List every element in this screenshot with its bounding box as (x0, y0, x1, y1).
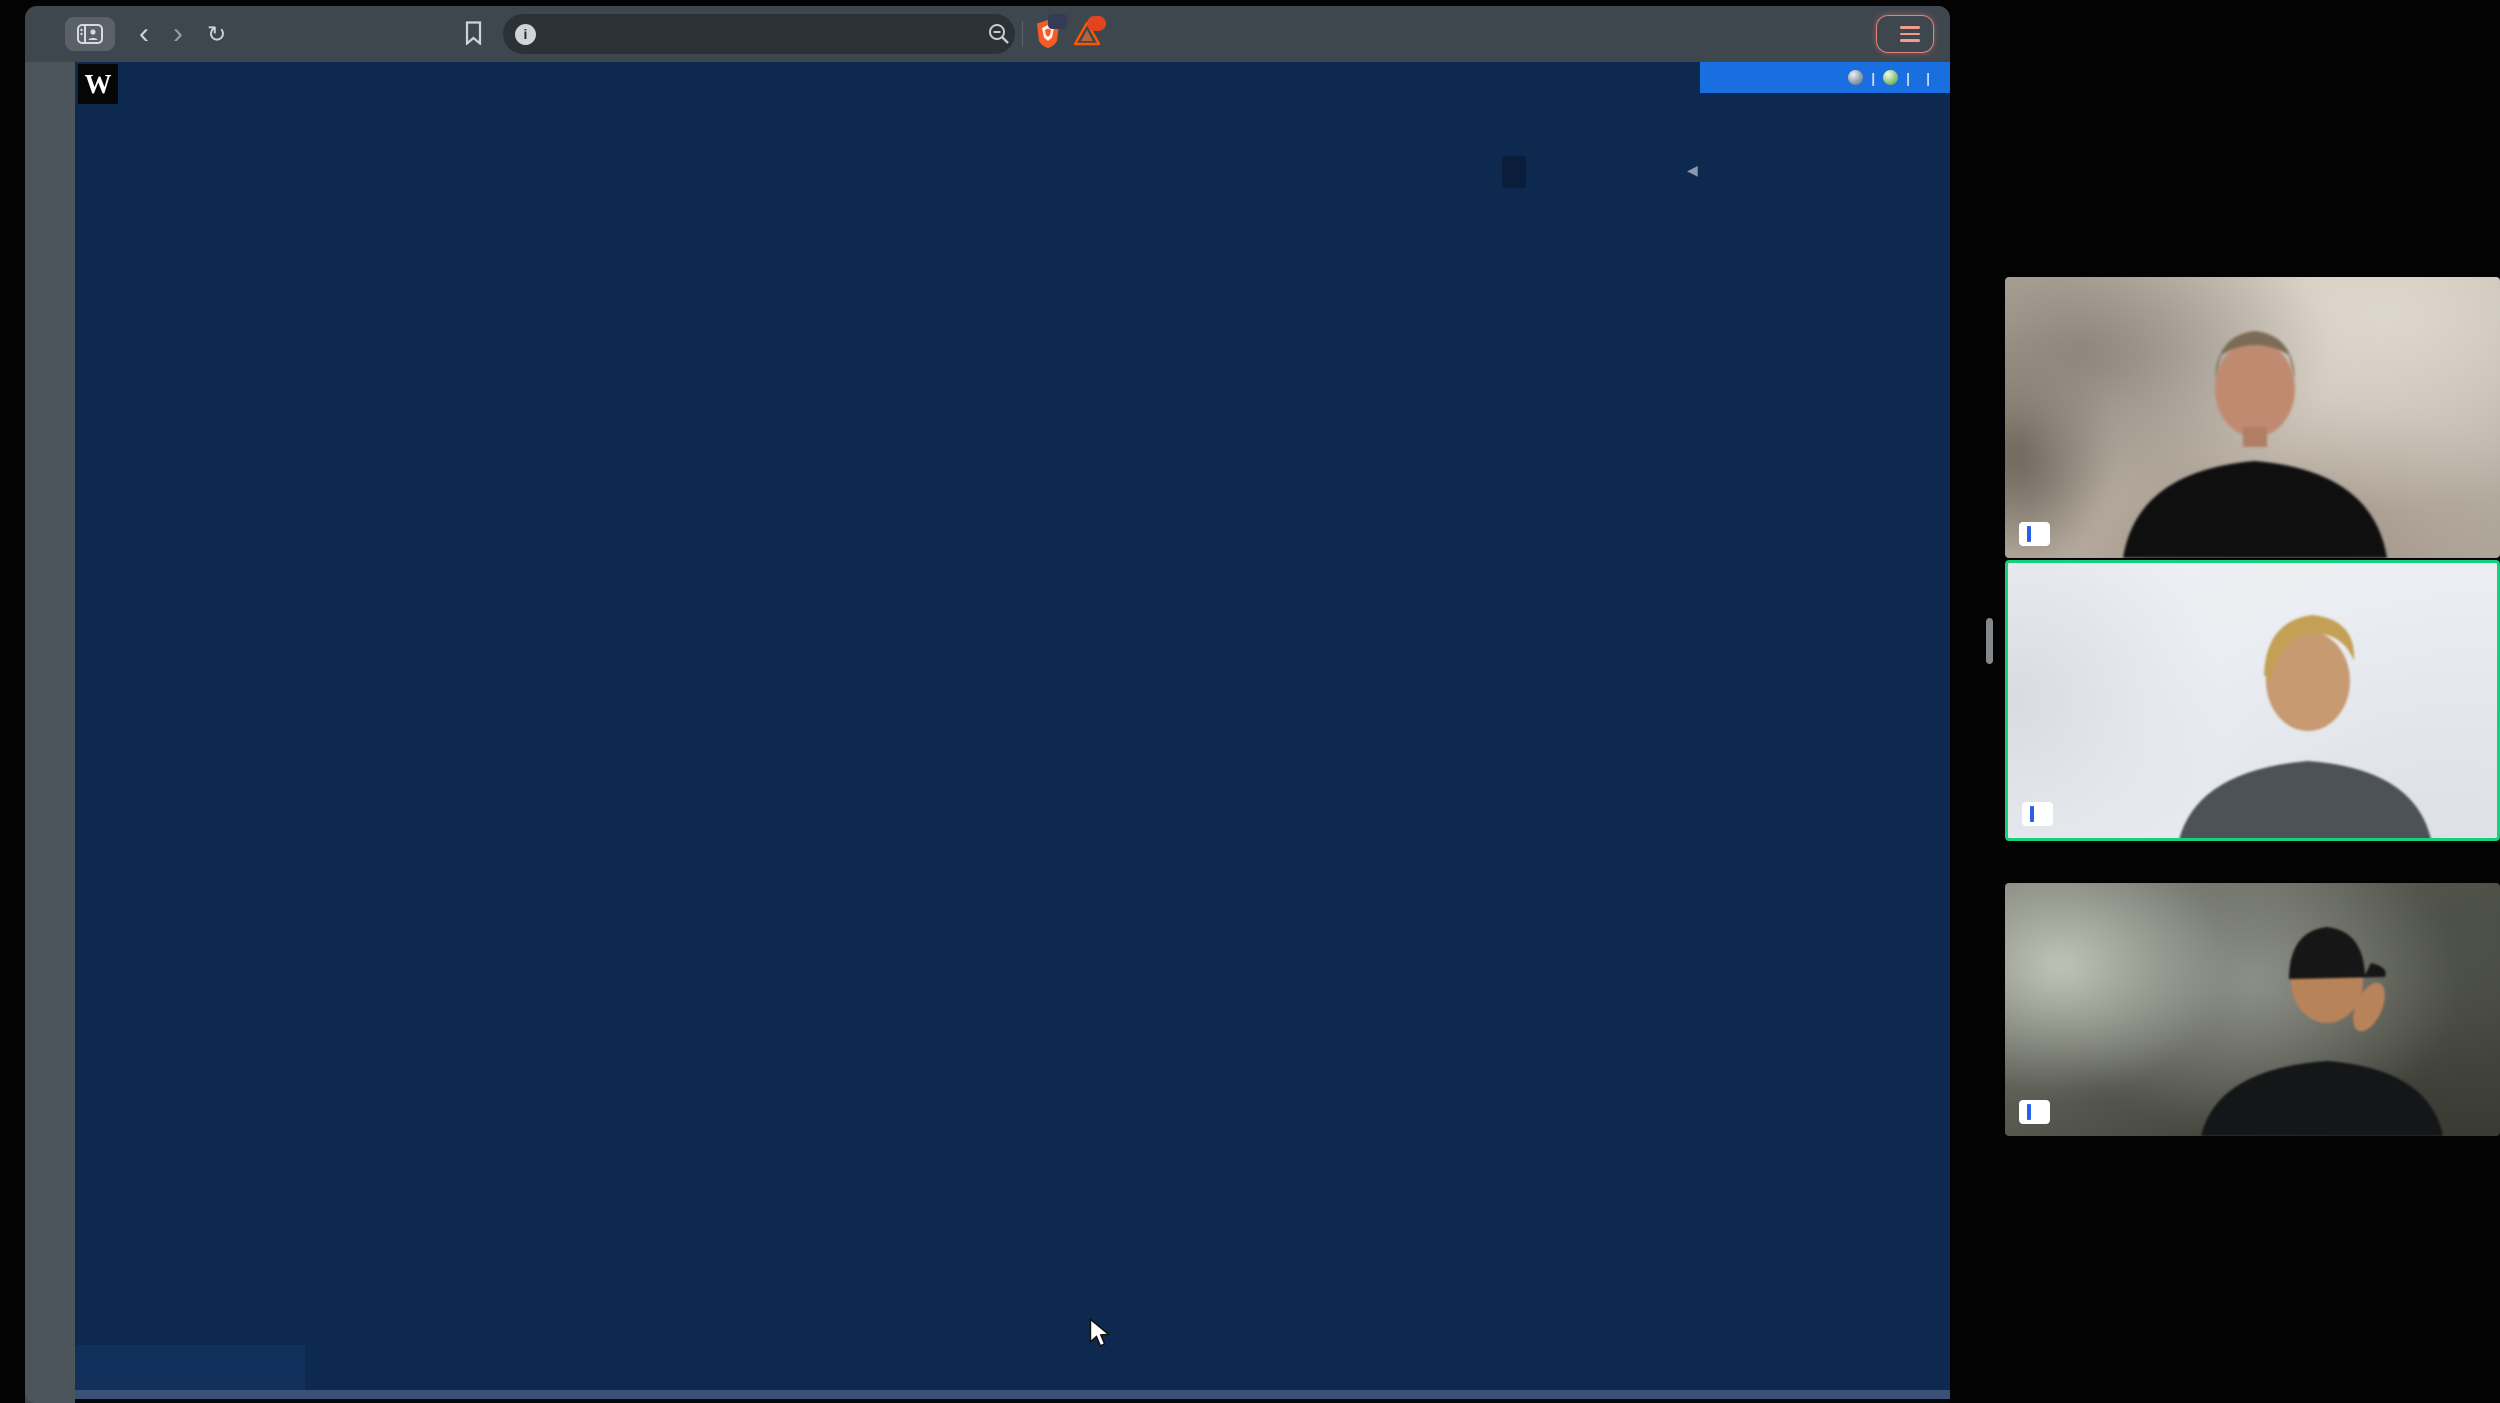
reload-icon[interactable]: ↻ (207, 20, 227, 47)
page-footer-bar (75, 1390, 1950, 1399)
health-orb-icon[interactable] (1883, 70, 1899, 85)
page-footer-edge (75, 1399, 1950, 1403)
back-icon[interactable]: ‹ (139, 17, 149, 50)
name-label-bar (2027, 1104, 2031, 1120)
tab-overview-button[interactable] (65, 17, 115, 51)
page-content: W ◀ | | | (75, 62, 1950, 1403)
mouse-cursor (1089, 1318, 1111, 1347)
shield-badge (1048, 14, 1067, 29)
liquidity-model-chart[interactable] (75, 62, 1950, 1403)
participant-video-willy (2005, 883, 2500, 1136)
person-silhouette (2179, 615, 2431, 838)
toolbar-divider (1022, 21, 1023, 47)
hover-zone (75, 1345, 305, 1390)
brave-rewards-button[interactable] (1073, 16, 1106, 47)
sync-orb-icon[interactable] (1848, 70, 1864, 85)
bat-triangle-icon (1073, 21, 1101, 46)
rewards-badge (1087, 16, 1106, 31)
site-info-icon[interactable]: i (515, 23, 536, 45)
name-label-bar (2030, 806, 2034, 822)
toolbar-left-group: ‹ › ↻ (65, 6, 226, 62)
name-label (2019, 522, 2050, 546)
toolbar-right-group (1870, 6, 1934, 62)
chart-modebar (1502, 156, 1526, 188)
person-silhouette (2201, 927, 2443, 1136)
vertical-tab-strip (25, 62, 75, 1403)
name-label (2022, 802, 2053, 826)
participant-video-henrik (2005, 277, 2500, 558)
person-silhouette (2123, 331, 2387, 558)
forward-icon[interactable]: › (173, 17, 183, 50)
bookmark-icon[interactable] (465, 21, 482, 45)
participant-video-yann-active (2005, 560, 2500, 841)
name-label (2019, 1100, 2050, 1124)
menu-collapse-icon[interactable]: ◀ (1687, 162, 1698, 178)
zoom-out-icon[interactable] (987, 22, 1011, 46)
menu-header-bar: | | | (1700, 62, 1950, 93)
toolbar-mid-group (987, 6, 1106, 62)
tab-overview-icon (77, 24, 103, 44)
update-button[interactable] (1876, 15, 1934, 53)
woocharts-logo: W (78, 64, 118, 104)
browser-window: ‹ › ↻ i (25, 6, 1950, 1403)
name-label-bar (2027, 526, 2031, 542)
menu-hamburger-icon[interactable] (1900, 26, 1920, 42)
brave-shield-button[interactable] (1034, 14, 1067, 49)
window-resize-handle[interactable] (1986, 618, 1993, 664)
address-bar[interactable]: i (503, 14, 1015, 54)
browser-toolbar: ‹ › ↻ i (25, 6, 1950, 62)
